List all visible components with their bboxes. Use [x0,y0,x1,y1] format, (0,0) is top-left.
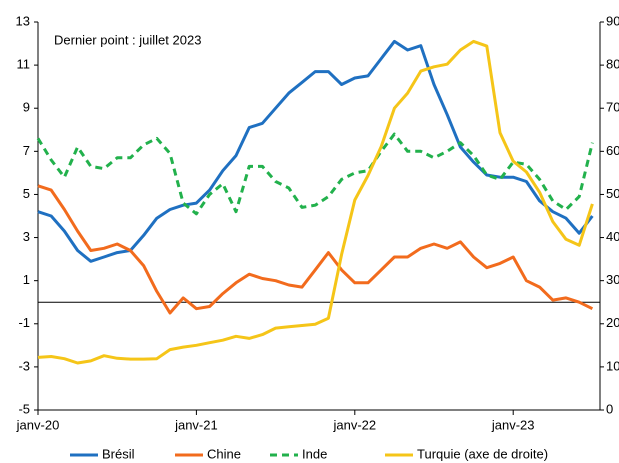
y-tick-label: 7 [23,143,30,158]
y-tick-label: 3 [23,229,30,244]
y2-tick-label: 0 [606,401,613,416]
y2-tick-label: 60 [606,143,619,158]
x-tick-label: janv-23 [491,417,535,432]
legend-label: Brésil [102,446,135,461]
series-line [37,39,594,365]
x-tick-label: janv-21 [174,417,218,432]
y2-tick-label: 10 [606,358,619,373]
y-tick-label: 11 [17,57,31,72]
legend-label: Inde [302,446,327,461]
legend-label: Turquie (axe de droite) [417,446,548,461]
y-tick-label: -5 [18,401,30,416]
y-tick-label: 9 [23,100,30,115]
y-tick-label: -1 [18,315,30,330]
y2-tick-label: 90 [606,13,619,28]
annotation: Dernier point : juillet 2023 [54,32,201,47]
y-tick-label: 1 [23,272,30,287]
y-tick-label: -3 [18,358,30,373]
series-line [37,184,594,315]
x-tick-label: janv-22 [332,417,376,432]
legend-label: Chine [207,446,241,461]
y2-tick-label: 80 [606,57,619,72]
series-line [36,132,594,216]
y-tick-label: 5 [23,186,30,201]
y-tick-label: 13 [16,13,30,28]
y2-tick-label: 30 [606,272,619,287]
x-tick-label: janv-20 [16,417,60,432]
y2-tick-label: 40 [606,229,619,244]
y2-tick-label: 70 [606,100,619,115]
y2-tick-label: 50 [606,186,619,201]
y2-tick-label: 20 [606,315,619,330]
